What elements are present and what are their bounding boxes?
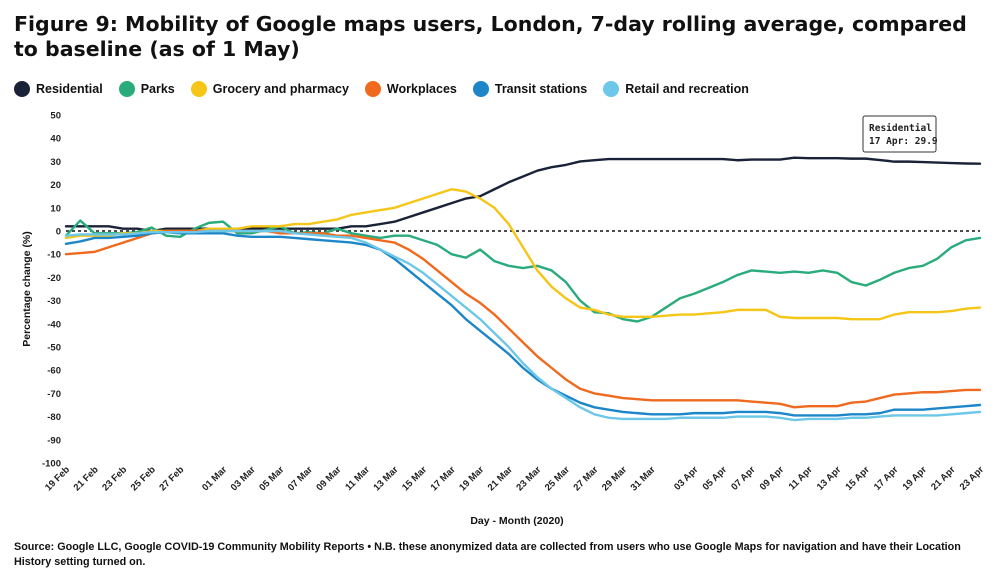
y-tick-label: 0 (56, 227, 61, 238)
legend-label: Transit stations (494, 82, 588, 96)
series-line-grocery-and-pharmacy (64, 188, 982, 321)
x-tick-label: 09 Apr (758, 464, 787, 493)
legend-item: Parks (118, 81, 175, 97)
x-tick-label: 17 Apr (872, 464, 901, 493)
x-tick-label: 27 Feb (157, 464, 186, 493)
x-tick-label: 19 Apr (901, 464, 930, 493)
tooltip-value: 17 Apr: 29.9 (869, 136, 938, 147)
x-tick-label: 05 Apr (701, 464, 730, 493)
legend-label: Retail and recreation (625, 82, 749, 96)
x-tick-label: 21 Mar (486, 464, 515, 493)
x-tick-label: 11 Apr (787, 464, 815, 492)
y-tick-label: -70 (47, 389, 61, 400)
y-tick-label: -20 (47, 273, 61, 284)
x-tick-label: 09 Mar (314, 464, 343, 493)
x-tick-label: 15 Mar (400, 464, 429, 493)
y-tick-label: 50 (50, 111, 61, 122)
y-tick-label: -60 (47, 366, 61, 377)
x-tick-label: 23 Apr (958, 464, 987, 493)
x-tick-label: 07 Apr (729, 464, 758, 493)
legend-label: Residential (36, 82, 103, 96)
legend-label: Workplaces (386, 82, 457, 96)
x-tick-label: 13 Apr (815, 464, 844, 493)
legend-swatch (472, 81, 489, 97)
hover-tooltip: Residential 17 Apr: 29.9 (862, 115, 938, 153)
legend-item: Retail and recreation (603, 81, 749, 97)
legend-item: Grocery and pharmacy (190, 81, 349, 97)
x-tick-label: 23 Mar (514, 464, 543, 493)
legend-item: Residential (14, 81, 103, 97)
x-tick-label: 31 Mar (629, 464, 658, 493)
x-tick-label: 25 Mar (543, 464, 572, 493)
y-tick-label: -40 (47, 319, 61, 330)
legend-item: Workplaces (364, 81, 457, 97)
series-line-transit-stations (64, 230, 982, 417)
x-tick-label: 07 Mar (286, 464, 315, 493)
chart-legend: Residential Parks Grocery and pharmacy Work… (14, 79, 765, 99)
legend-swatch (14, 81, 30, 97)
y-tick-label: -80 (47, 412, 61, 423)
x-tick-label: 23 Feb (100, 464, 129, 493)
x-tick-label: 15 Apr (843, 464, 872, 493)
x-tick-label: 21 Feb (72, 464, 101, 493)
y-tick-label: -100 (42, 459, 61, 470)
x-tick-label: 17 Mar (429, 464, 458, 493)
x-tick-label: 03 Apr (672, 464, 701, 493)
series-lines (64, 156, 982, 422)
y-axis-label: Percentage change (%) (21, 231, 33, 347)
x-tick-label: 27 Mar (571, 464, 600, 493)
x-tick-label: 13 Mar (372, 464, 401, 493)
x-tick-label: 05 Mar (257, 464, 286, 493)
x-tick-label: 19 Mar (457, 464, 486, 493)
x-axis: 19 Feb 21 Feb 23 Feb 25 Feb 27 Feb 01 Mar 03 M… (43, 464, 986, 493)
series-line-residential (64, 156, 982, 233)
legend-swatch (603, 81, 620, 97)
y-tick-label: 30 (50, 157, 61, 168)
legend-item: Transit stations (472, 81, 588, 97)
x-tick-label: 11 Mar (343, 464, 372, 493)
y-tick-label: 20 (50, 180, 61, 191)
y-tick-label: -10 (47, 250, 61, 261)
y-tick-label: -50 (47, 343, 61, 354)
legend-swatch (118, 81, 135, 97)
x-tick-label: 29 Mar (600, 464, 629, 493)
x-tick-label: 21 Apr (929, 464, 958, 493)
y-tick-label: -90 (47, 435, 61, 446)
y-tick-label: 10 (50, 203, 61, 214)
legend-label: Grocery and pharmacy (212, 82, 349, 96)
y-axis: 50 40 30 20 10 0 -10 -20 -30 -40 -50 -60 -70 -80 -90 -1… (42, 111, 61, 470)
source-note: Source: Google LLC, Google COVID-19 Comm… (14, 541, 961, 568)
tooltip-series: Residential (869, 123, 932, 134)
legend-label: Parks (140, 82, 175, 96)
legend-swatch (190, 81, 207, 97)
y-tick-label: -30 (47, 296, 61, 307)
legend-swatch (364, 81, 381, 97)
series-line-retail-and-recreation (64, 229, 982, 422)
series-line-parks (64, 219, 982, 323)
x-axis-label: Day - Month (2020) (470, 515, 563, 527)
chart-title: Figure 9: Mobility of Google maps users,… (14, 12, 967, 61)
y-tick-label: 40 (50, 134, 61, 145)
x-tick-label: 25 Feb (129, 464, 158, 493)
tooltip-box (862, 115, 937, 153)
x-tick-label: 03 Mar (229, 464, 258, 493)
x-tick-label: 01 Mar (200, 464, 229, 493)
